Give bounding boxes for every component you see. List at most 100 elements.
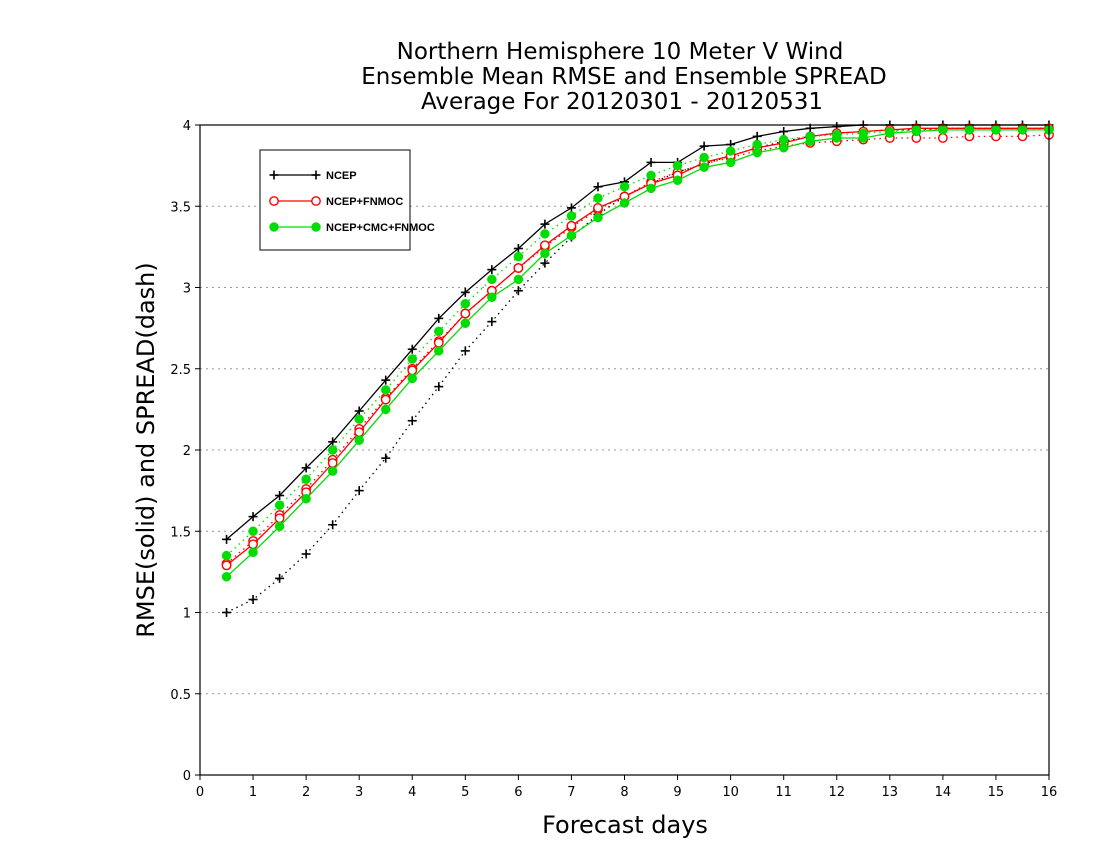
x-tick-label: 3 [355,785,363,800]
rmse-point [274,513,285,524]
y-tick-label: 1 [183,607,191,622]
spread-point [487,274,497,285]
y-tick-label: 3.5 [170,200,191,215]
x-tick-label: 1 [249,785,257,800]
spread-point [434,326,444,337]
legend-item: NCEP [269,170,357,182]
rmse-point [566,230,577,241]
rmse-point [619,198,630,208]
rmse-point [858,133,869,143]
spread-point [566,211,577,221]
y-tick-label: 2 [183,444,191,459]
rmse-point [778,143,789,153]
rmse-point [433,337,444,348]
rmse-point [434,313,444,323]
legend-marker [311,170,321,180]
spread-point [301,549,311,559]
spread-point [460,346,470,356]
rmse-point [354,406,364,416]
spread-point [354,414,364,424]
legend: NCEP NCEP+FNMOC NCEP+CMC+FNMOC [259,149,435,251]
rmse-point [301,463,311,473]
rmse-point [407,365,418,376]
rmse-point [1017,125,1028,135]
rmse-point [248,512,258,522]
rmse-point [752,147,762,158]
x-tick-label: 16 [1041,785,1058,800]
series-ncep-cmc-fnmoc [221,125,1054,582]
x-tick-label: 14 [935,785,952,800]
rmse-point [460,318,471,328]
rmse-point [221,572,232,582]
spread-point [274,500,285,510]
rmse-point [460,287,470,297]
rmse-point [248,539,258,550]
spread-point [540,229,550,239]
spread-point [646,170,656,181]
spread-point [407,354,417,364]
rmse-point [593,182,603,192]
x-tick-label: 2 [302,785,310,800]
y-tick-label: 2.5 [170,363,191,378]
x-tick-label: 13 [882,785,899,800]
rmse-point [752,131,762,141]
spread-point [593,193,603,203]
rmse-point [646,183,656,194]
rmse-point [301,494,311,504]
rmse-point [699,162,709,172]
rmse-point [513,244,523,253]
grid-lines [200,205,1049,695]
rmse-point [593,212,603,223]
rmse-point [911,126,922,137]
y-axis-label: RMSE(solid) and SPREAD(dash) [132,262,160,638]
spread-point [221,550,232,561]
spread-point [248,526,258,536]
spread-point [699,152,709,163]
rmse-point [407,373,417,384]
rmse-point [354,435,364,445]
axis-ticks: 00.511.522.533.540 1 2 3 4 5 6 7 8 9 10 11 12 13 14 15 1… [170,119,1057,800]
rmse-point [593,202,603,213]
x-tick-label: 5 [461,785,469,800]
spread-point [619,182,630,192]
x-tick-label: 9 [673,785,681,800]
legend-marker [269,170,279,180]
rmse-point [672,175,683,185]
rmse-point [487,292,497,302]
rmse-point [699,141,709,151]
spread-point [327,445,338,455]
legend-items: NCEP NCEP+FNMOC NCEP+CMC+FNMOC [269,170,435,234]
x-tick-label: 7 [567,785,575,800]
spread-point [328,520,338,530]
series-layer [221,120,1054,617]
spread-point [937,133,948,143]
spread-point [460,299,471,309]
spread-point [275,573,285,583]
rmse-point [646,157,656,167]
spread-point [248,595,258,604]
spread-point [513,286,523,296]
chart-title-line-1: Northern Hemisphere 10 Meter V Wind [397,39,844,65]
spread-point [513,251,524,262]
x-tick-label: 4 [408,785,416,800]
rmse-point [380,404,391,415]
y-tick-label: 0 [183,769,191,784]
spread-point [487,317,497,327]
rmse-point [381,375,391,385]
y-tick-label: 1.5 [170,525,191,540]
y-tick-label: 0.5 [170,688,191,703]
rmse-point [725,157,736,168]
rmse-point [540,240,550,251]
y-tick-label: 3 [183,282,191,297]
legend-marker [311,196,321,206]
rmse-point [991,125,1001,135]
rmse-point [328,437,338,447]
rmse-point [885,128,895,138]
legend-marker [269,196,279,206]
rmse-point [779,127,789,136]
rmse-point [566,203,576,213]
x-tick-label: 6 [514,785,522,800]
rmse-point [964,125,975,135]
spread-point [672,160,683,171]
spread-point [380,385,391,395]
